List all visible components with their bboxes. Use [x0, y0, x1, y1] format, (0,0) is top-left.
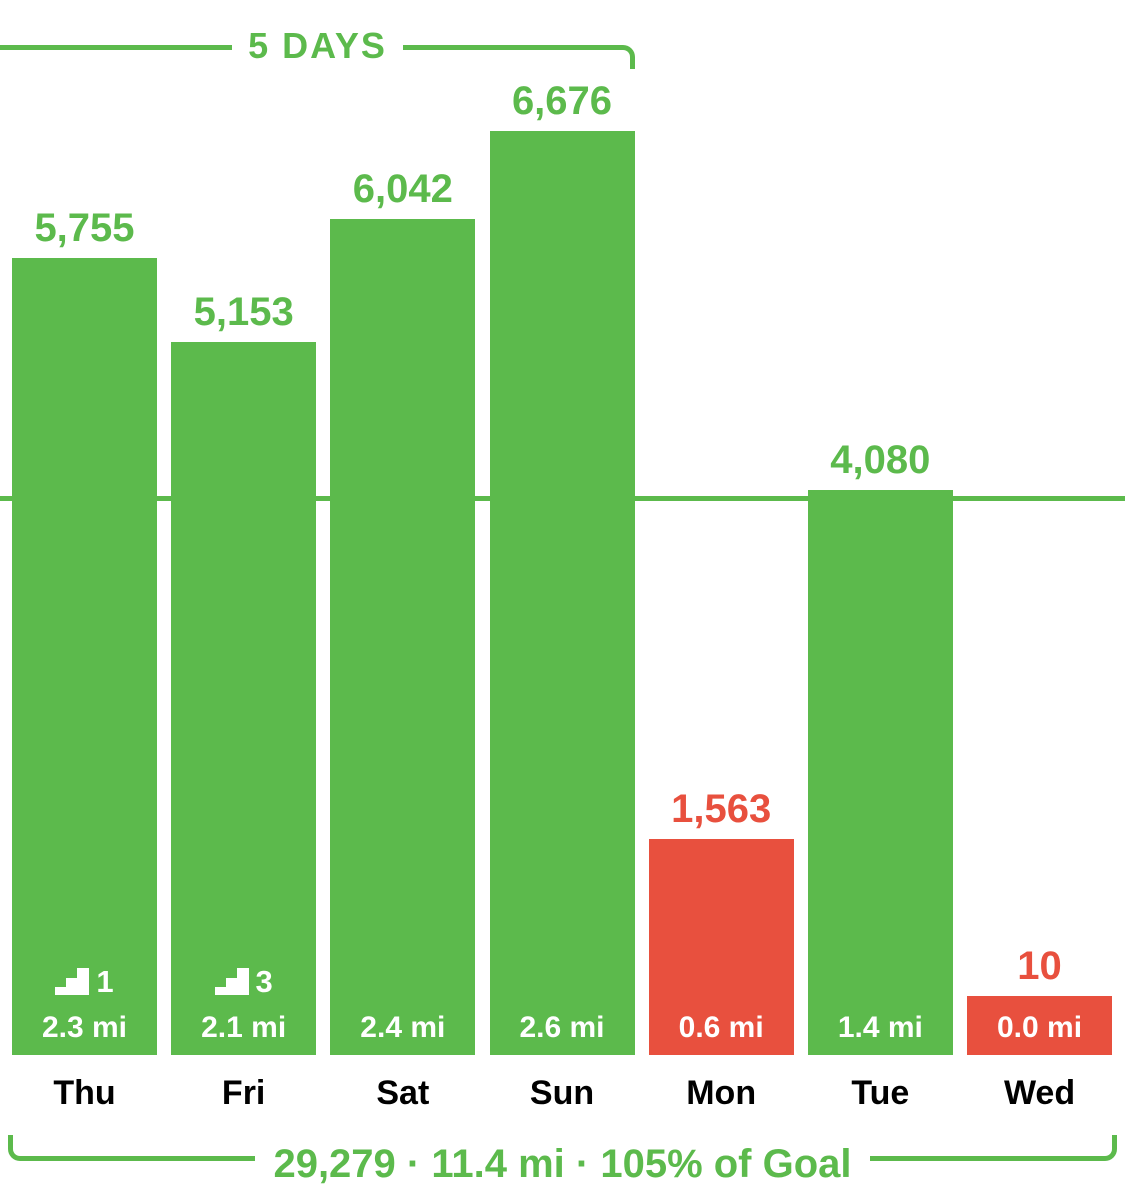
steps-value-label: 5,755	[34, 206, 135, 251]
stairs-icon	[55, 968, 90, 995]
steps-value-label: 5,153	[193, 289, 294, 334]
flights-count: 3	[255, 964, 273, 999]
day-label: Thu	[53, 1074, 116, 1112]
day-bar[interactable]: 0.0 mi	[967, 996, 1113, 1055]
distance-label: 2.6 mi	[519, 1011, 605, 1044]
day-label: Tue	[851, 1074, 910, 1112]
day-label: Sat	[376, 1074, 430, 1112]
day-label: Mon	[686, 1074, 757, 1112]
distance-label: 1.4 mi	[837, 1011, 923, 1044]
bar-slot: 1,563 0.6 mi Mon	[648, 0, 794, 1204]
distance-label: 0.6 mi	[678, 1011, 764, 1044]
steps-value-label: 10	[1017, 944, 1062, 988]
summary-label: 29,279 · 11.4 mi · 105% of Goal	[255, 1142, 870, 1186]
summary-label-wrap: 29,279 · 11.4 mi · 105% of Goal	[0, 1142, 1125, 1186]
day-bar[interactable]: 2.4 mi	[330, 218, 476, 1055]
day-bar[interactable]: 1 2.3 mi	[12, 258, 157, 1055]
day-bar[interactable]: 1.4 mi	[807, 490, 953, 1055]
flights-climbed: 1	[12, 966, 157, 997]
steps-value-label: 6,042	[352, 166, 453, 211]
bar-slot: 5,153 3 2.1 mi Fri	[171, 0, 317, 1204]
day-label: Fri	[221, 1074, 266, 1112]
bar-slot: 4,080 1.4 mi Tue	[807, 0, 953, 1204]
streak-label: 5 DAYS	[232, 28, 403, 64]
day-bar[interactable]: 0.6 mi	[648, 838, 794, 1055]
stairs-icon	[214, 968, 249, 995]
day-label: Sun	[529, 1074, 595, 1112]
day-label: Wed	[1003, 1074, 1076, 1112]
distance-label: 2.4 mi	[360, 1011, 446, 1044]
flights-climbed: 3	[171, 966, 316, 997]
distance-label: 0.0 mi	[996, 1011, 1083, 1044]
day-bar[interactable]: 3 2.1 mi	[171, 341, 317, 1055]
distance-label: 2.3 mi	[41, 1011, 128, 1044]
steps-value-label: 6,676	[511, 79, 613, 123]
day-bar[interactable]: 2.6 mi	[489, 131, 635, 1055]
streak-label-wrap: 5 DAYS	[0, 28, 635, 64]
flights-count: 1	[96, 964, 114, 999]
steps-value-label: 1,563	[671, 786, 772, 831]
distance-label: 2.1 mi	[201, 1011, 287, 1044]
steps-value-label: 4,080	[830, 438, 931, 483]
bar-slot: 10 0.0 mi Wed	[967, 0, 1113, 1204]
bar-slot: 5,755 1 2.3 mi Thu	[12, 0, 157, 1204]
bar-slot: 6,676 2.6 mi Sun	[489, 0, 635, 1204]
bar-slot: 6,042 2.4 mi Sat	[330, 0, 476, 1204]
